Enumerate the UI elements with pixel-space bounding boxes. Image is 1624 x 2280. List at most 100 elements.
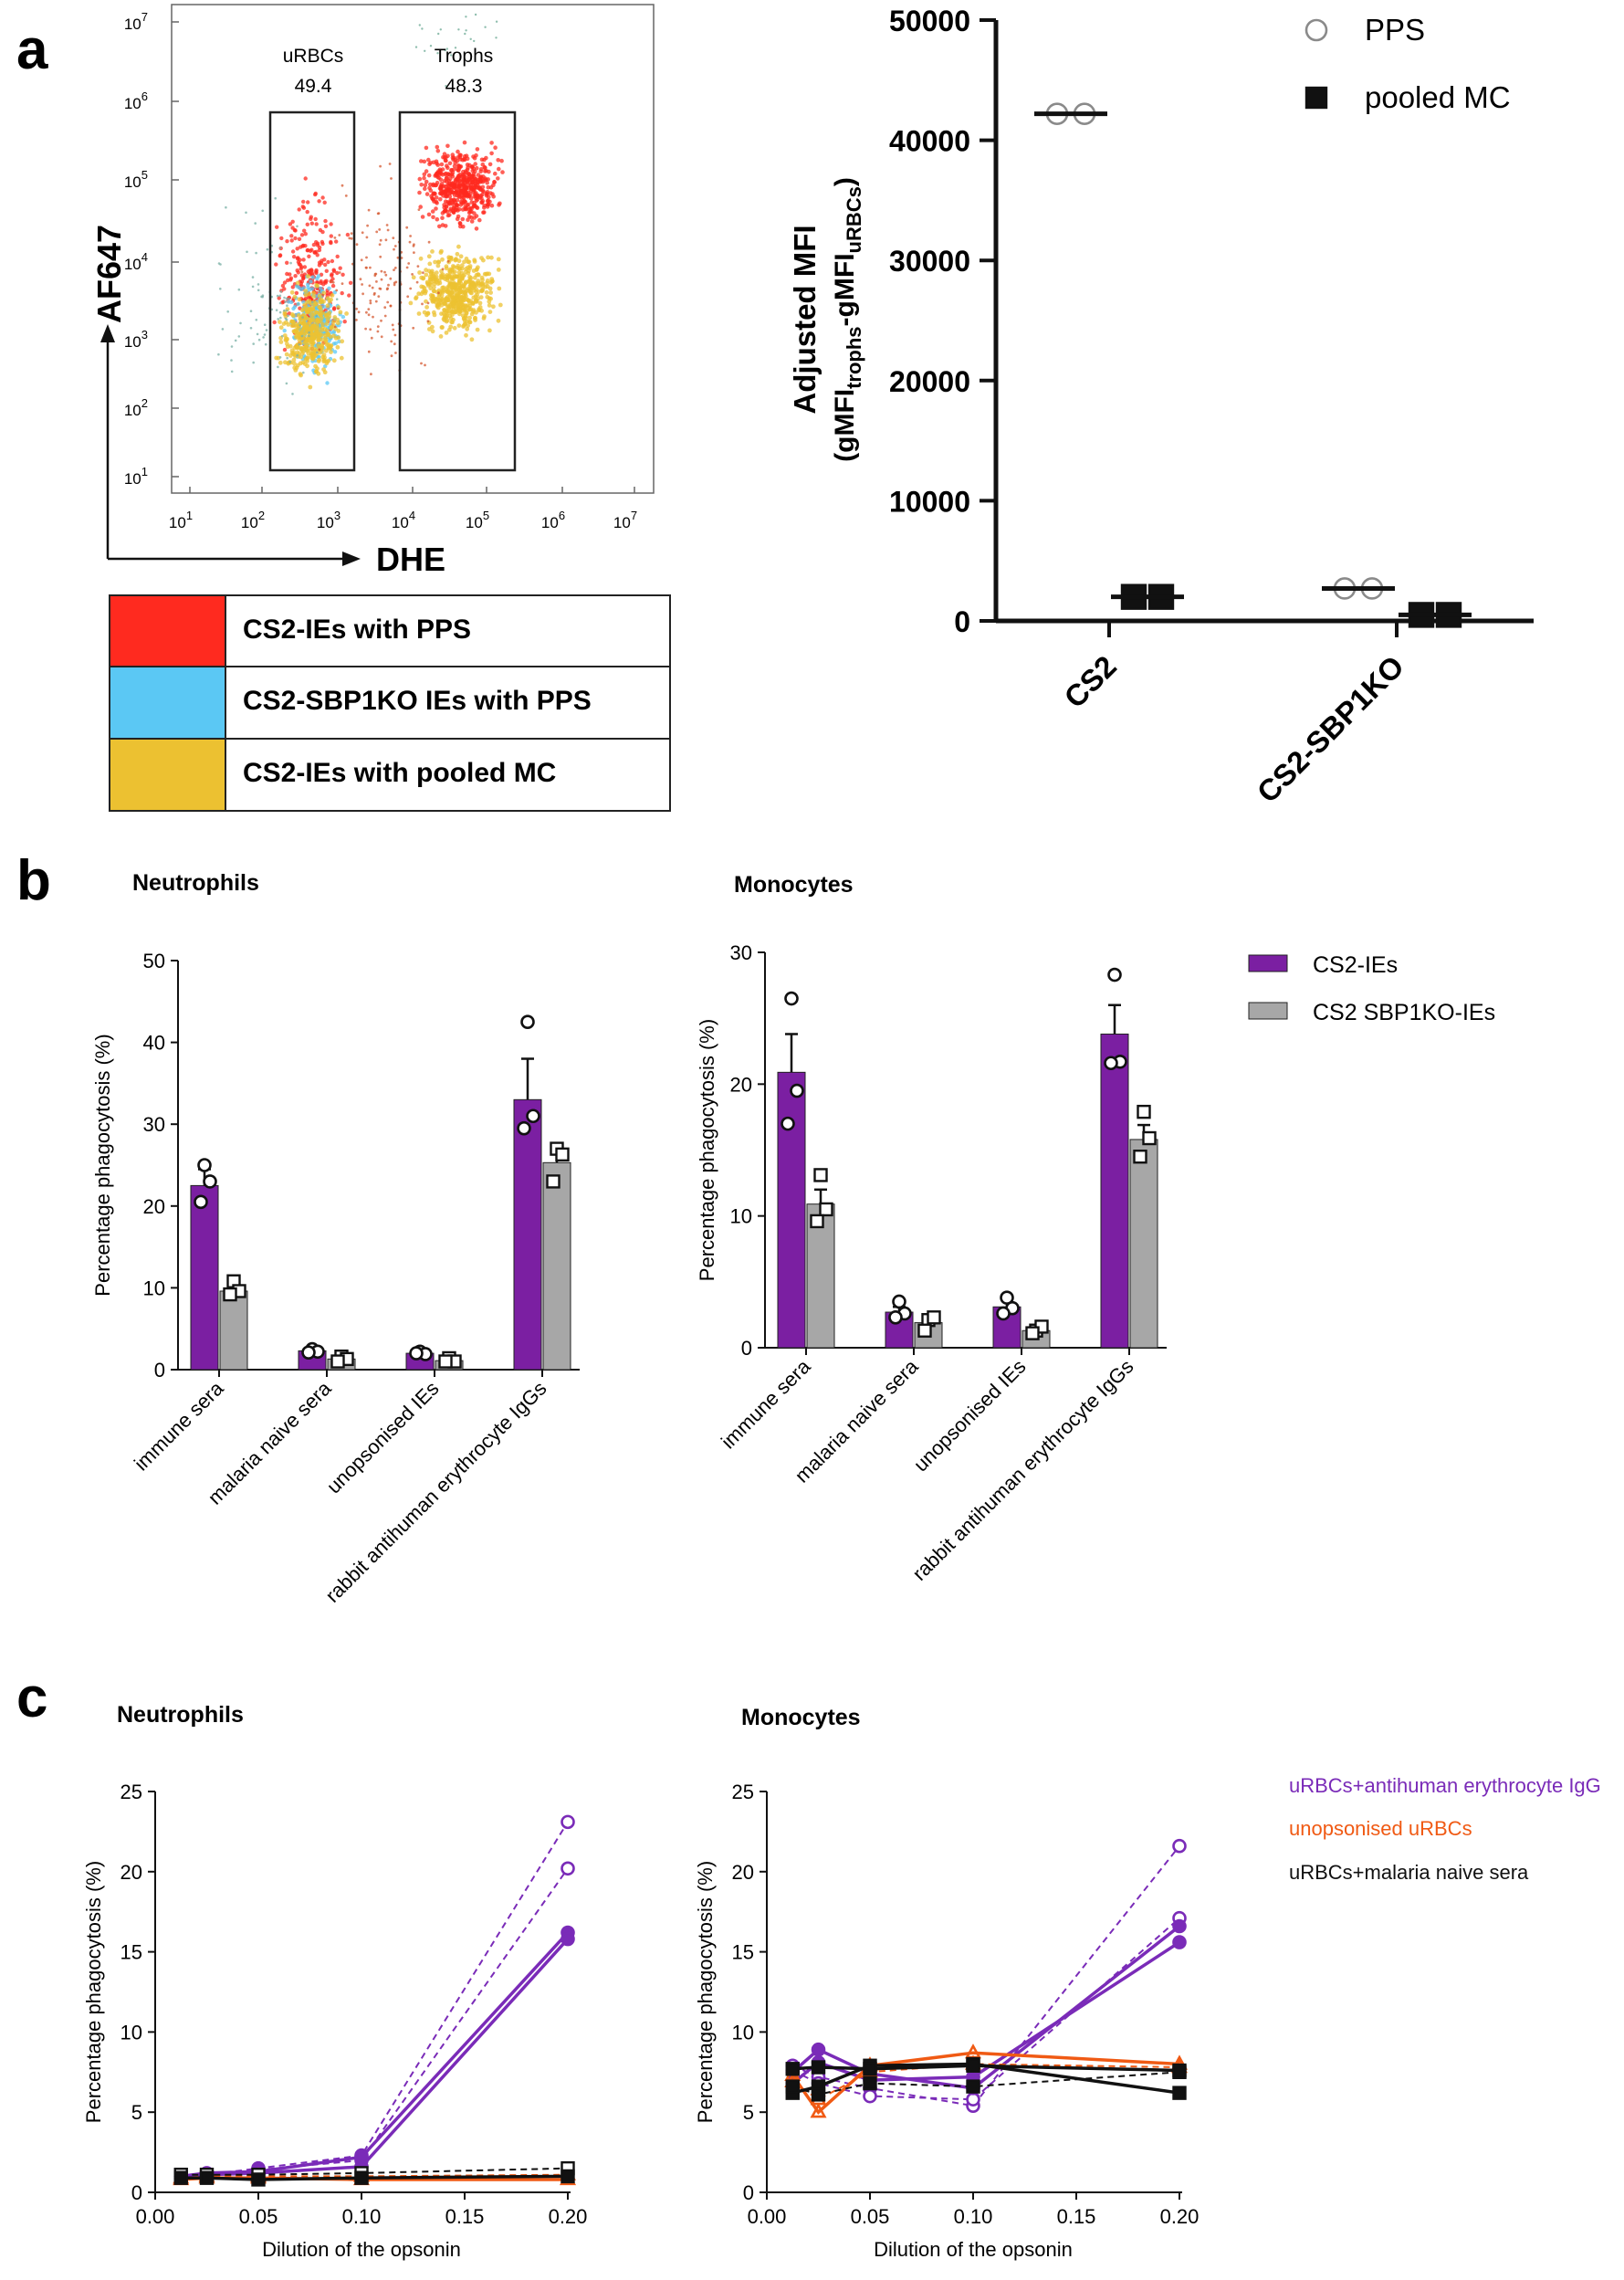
flow-event — [383, 306, 387, 310]
bar-point — [526, 1108, 540, 1124]
flow-event — [470, 310, 476, 314]
flow-event — [315, 283, 320, 289]
flow-event — [313, 192, 318, 197]
flow-event — [344, 194, 348, 197]
flow-event — [309, 287, 315, 291]
flow-event — [316, 326, 320, 331]
flow-event — [483, 284, 488, 289]
flow-event — [459, 276, 465, 281]
gate-urbcs-value: 49.4 — [295, 76, 332, 97]
flow-event — [480, 199, 486, 204]
flow-event — [419, 183, 424, 187]
line-y-tick-label: 15 — [120, 1941, 142, 1964]
flow-event — [462, 289, 467, 295]
flow-event — [294, 323, 299, 329]
flow-event — [423, 183, 428, 188]
flow-event — [299, 233, 305, 237]
line-series-urbcs-antihuman-erythrocyte-igg — [181, 1931, 570, 2179]
flow-event — [460, 216, 466, 222]
flow-event — [272, 320, 277, 325]
flow-event — [455, 291, 460, 297]
flow-event — [418, 205, 424, 209]
flow-event — [255, 251, 257, 255]
flow-x-tick-label: 101 — [169, 509, 193, 531]
line-y-label: Percentage phagocytosis (%) — [694, 1861, 717, 2123]
flow-event — [284, 320, 288, 325]
flow-event — [476, 265, 480, 270]
flow-event — [262, 336, 265, 339]
flow-event — [442, 152, 447, 156]
flow-event — [309, 318, 314, 323]
flow-legend-label-0: CS2-IEs with PPS — [243, 615, 471, 645]
flow-event — [365, 310, 368, 314]
mfi-y-label: Adjusted MFI — [788, 225, 822, 414]
flow-event — [476, 296, 480, 301]
flow-legend-swatch-blue — [110, 667, 225, 739]
flow-event — [424, 192, 430, 196]
flow-event — [451, 301, 456, 307]
bar-category-label: rabbit antihuman erythrocyte IgGs — [908, 1355, 1138, 1585]
flow-event — [365, 256, 368, 259]
flow-event — [440, 215, 445, 220]
flow-event — [435, 259, 441, 265]
flow-event — [324, 268, 329, 273]
flow-event — [357, 310, 361, 314]
flow-event — [460, 305, 466, 310]
bar-y-tick-label: 10 — [730, 1205, 752, 1228]
flow-event — [444, 48, 446, 52]
flow-event — [482, 203, 487, 208]
flow-event — [464, 32, 466, 36]
flow-event — [299, 279, 304, 284]
flow-event — [461, 195, 466, 200]
line-x-tick-label: 0.05 — [851, 2205, 890, 2228]
bar-category-label: rabbit antihuman erythrocyte IgGs — [321, 1377, 551, 1607]
flow-event — [445, 85, 447, 88]
bar-point — [927, 1310, 941, 1325]
flow-event — [322, 200, 327, 205]
mfi-legend-label: PPS — [1365, 13, 1425, 47]
line-x-tick-label: 0.05 — [239, 2205, 278, 2228]
flow-event — [304, 343, 309, 348]
bar-legend-label: CS2-IEs — [1313, 952, 1398, 978]
flow-legend-swatch-red — [110, 596, 225, 667]
line-point — [1172, 1935, 1187, 1949]
bar-point — [223, 1287, 237, 1302]
flow-y-tick-label: 104 — [124, 250, 148, 273]
flow-event — [458, 224, 463, 229]
flow-event — [440, 211, 445, 215]
flow-event — [456, 307, 461, 312]
flow-event — [424, 49, 426, 52]
flow-event — [478, 295, 484, 299]
flow-event — [481, 257, 486, 263]
flow-event — [456, 270, 462, 275]
bar-point — [1025, 1326, 1040, 1340]
flow-event — [307, 254, 311, 258]
mfi-y-tick-label: 0 — [954, 605, 970, 638]
flow-event — [441, 184, 446, 189]
flow-event — [333, 236, 337, 239]
flow-event — [475, 327, 480, 332]
flow-event — [297, 302, 300, 306]
flow-event — [380, 269, 383, 273]
bar-y-tick-label: 50 — [143, 950, 165, 972]
bar — [777, 1071, 806, 1349]
flow-event — [376, 325, 380, 328]
flow-event — [310, 275, 315, 279]
flow-event — [416, 311, 422, 316]
flow-event — [445, 278, 450, 283]
flow-event — [426, 254, 432, 259]
flow-event — [478, 174, 484, 179]
flow-event — [317, 247, 322, 253]
flow-event — [340, 339, 345, 344]
flow-event — [296, 353, 299, 357]
flow-event — [437, 280, 443, 286]
flow-event — [451, 155, 456, 160]
flow-event — [314, 369, 319, 374]
bar-y-tick-label: 0 — [154, 1359, 165, 1382]
flow-event — [437, 32, 440, 36]
flow-event — [446, 259, 450, 263]
flow-event — [457, 28, 460, 31]
flow-event — [325, 318, 330, 322]
mfi-chart: 0 10000 20000 30000 40000 50000 CS2 CS2-SBP1KO A… — [788, 5, 1534, 809]
flow-event — [369, 328, 372, 331]
